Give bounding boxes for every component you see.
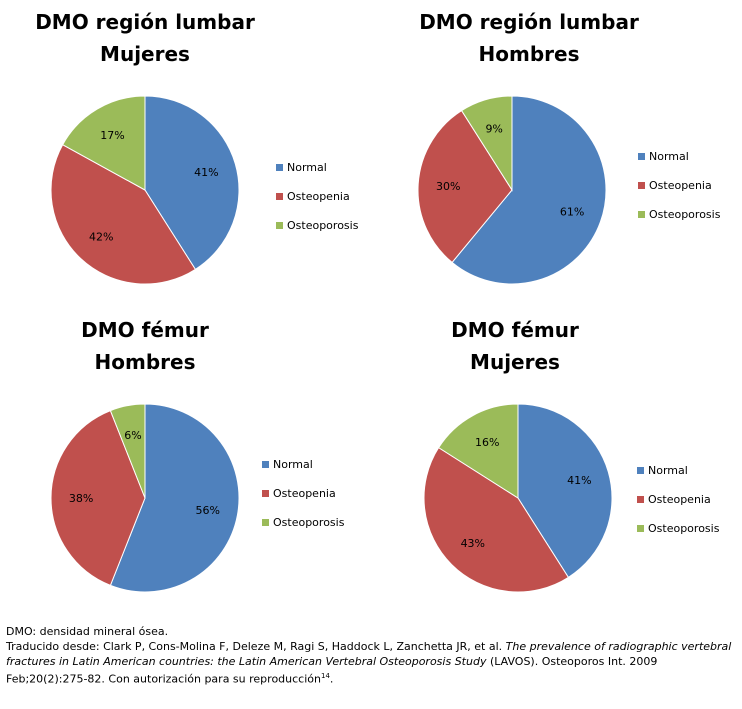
pie-slice-normal bbox=[109, 403, 240, 593]
legend-swatch bbox=[637, 467, 644, 474]
legend-item-normal: Normal bbox=[262, 450, 344, 479]
legend: Normal Osteopenia Osteoporosis bbox=[637, 456, 719, 543]
data-label-osteoporosis: 6% bbox=[124, 429, 141, 442]
data-label-osteoporosis: 17% bbox=[100, 129, 124, 142]
data-label-osteopenia: 38% bbox=[69, 492, 93, 505]
legend-swatch bbox=[276, 193, 283, 200]
data-label-osteoporosis: 16% bbox=[475, 436, 499, 449]
data-label-normal: 56% bbox=[196, 504, 220, 517]
pie-slice-osteoporosis bbox=[109, 403, 146, 499]
pie-slice-osteoporosis bbox=[460, 95, 513, 192]
pie-slice-osteoporosis bbox=[61, 95, 146, 191]
legend-swatch bbox=[637, 525, 644, 532]
pie-slice-osteopenia bbox=[50, 144, 197, 285]
data-label-normal: 41% bbox=[567, 474, 591, 487]
legend-swatch bbox=[262, 490, 269, 497]
legend-swatch bbox=[638, 182, 645, 189]
legend-swatch bbox=[637, 496, 644, 503]
legend-item-osteoporosis: Osteoporosis bbox=[637, 514, 719, 543]
chart-title: DMO región lumbar Hombres bbox=[419, 10, 639, 66]
pie-slice-osteopenia bbox=[423, 446, 570, 593]
legend-item-osteopenia: Osteopenia bbox=[637, 485, 719, 514]
chart-title: DMO fémur Hombres bbox=[81, 318, 209, 374]
legend-item-osteoporosis: Osteoporosis bbox=[638, 200, 720, 229]
data-label-osteopenia: 30% bbox=[436, 180, 460, 193]
legend-swatch bbox=[262, 519, 269, 526]
data-label-normal: 61% bbox=[560, 206, 584, 219]
legend-swatch bbox=[638, 211, 645, 218]
data-label-normal: 41% bbox=[194, 166, 218, 179]
legend-item-osteoporosis: Osteoporosis bbox=[262, 508, 344, 537]
legend-item-normal: Normal bbox=[637, 456, 719, 485]
legend-swatch bbox=[262, 461, 269, 468]
legend: Normal Osteopenia Osteoporosis bbox=[262, 450, 344, 537]
chart-title: DMO región lumbar Mujeres bbox=[35, 10, 255, 66]
data-label-osteopenia: 43% bbox=[461, 537, 485, 550]
legend-item-normal: Normal bbox=[638, 142, 720, 171]
footnote-abbreviation: DMO: densidad mineral ósea. bbox=[6, 625, 169, 638]
pie-slice-normal bbox=[451, 95, 607, 285]
legend-item-osteopenia: Osteopenia bbox=[638, 171, 720, 200]
legend-item-osteopenia: Osteopenia bbox=[276, 182, 358, 211]
pie-slice-osteopenia bbox=[50, 409, 146, 587]
legend-swatch bbox=[638, 153, 645, 160]
pie-slice-osteoporosis bbox=[437, 403, 519, 499]
legend-swatch bbox=[276, 222, 283, 229]
pie-slice-osteopenia bbox=[417, 109, 513, 264]
legend: Normal Osteopenia Osteoporosis bbox=[276, 153, 358, 240]
legend-swatch bbox=[276, 164, 283, 171]
data-label-osteoporosis: 9% bbox=[485, 123, 502, 136]
data-label-osteopenia: 42% bbox=[89, 231, 113, 244]
chart-title: DMO fémur Mujeres bbox=[451, 318, 579, 374]
legend: Normal Osteopenia Osteoporosis bbox=[638, 142, 720, 229]
pie-slice-normal bbox=[144, 95, 240, 271]
legend-item-osteoporosis: Osteoporosis bbox=[276, 211, 358, 240]
legend-item-normal: Normal bbox=[276, 153, 358, 182]
source-footnote: DMO: densidad mineral ósea. Traducido de… bbox=[6, 624, 738, 687]
footnote-citation: Traducido desde: Clark P, Cons-Molina F,… bbox=[6, 640, 732, 686]
legend-item-osteopenia: Osteopenia bbox=[262, 479, 344, 508]
pie-slice-normal bbox=[517, 403, 613, 579]
